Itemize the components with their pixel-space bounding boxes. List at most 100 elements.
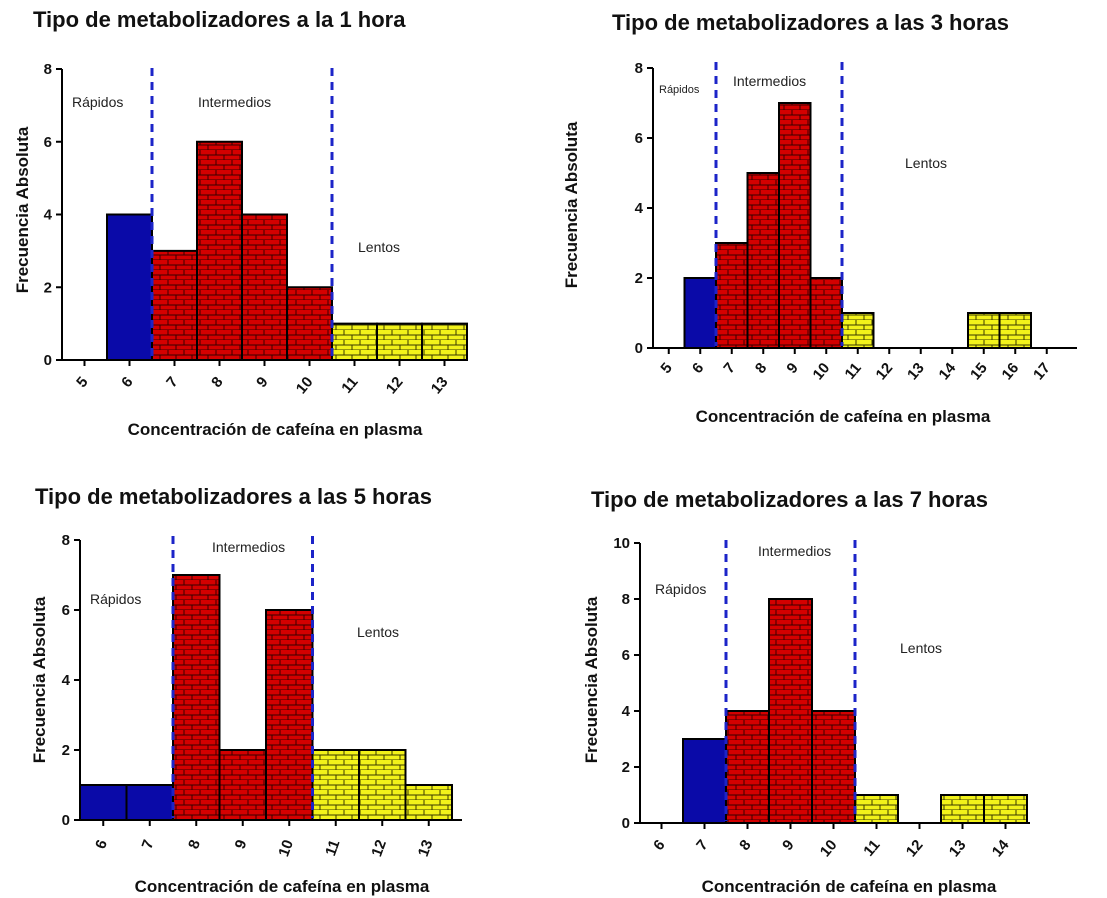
x-tick-label: 17 <box>1030 360 1054 384</box>
bar-6 <box>683 277 717 349</box>
x-tick-label: 12 <box>368 838 390 859</box>
x-tick-label: 15 <box>967 360 991 384</box>
x-tick-label: 6 <box>689 360 707 377</box>
x-tick-label: 10 <box>275 838 297 859</box>
x-tick-label: 10 <box>293 374 317 398</box>
x-axis-label: Concentración de cafeína en plasma <box>702 877 997 896</box>
chart-1-hora: Tipo de metabolizadores a la 1 hora Frec… <box>13 7 468 439</box>
x-axis-label: Concentración de cafeína en plasma <box>135 877 430 896</box>
y-tick-label: 4 <box>635 200 644 217</box>
bar-8 <box>172 574 221 821</box>
x-tick-label: 6 <box>92 838 111 852</box>
x-tick-label: 11 <box>322 838 343 859</box>
y-axis-label: Frecuencia Absoluta <box>562 121 581 288</box>
y-tick-label: 8 <box>44 61 52 78</box>
x-tick-label: 8 <box>208 374 226 391</box>
bar-12 <box>376 322 423 361</box>
x-tick-label: 13 <box>946 837 970 861</box>
bar-9 <box>778 102 812 349</box>
x-tick-label: 8 <box>185 838 204 852</box>
bar-13 <box>404 784 453 821</box>
x-axis-label: Concentración de cafeína en plasma <box>696 407 991 426</box>
x-tick-label: 12 <box>383 374 407 398</box>
x-tick-label: 6 <box>650 837 668 854</box>
bar-16 <box>998 312 1032 349</box>
y-tick-label: 4 <box>62 672 71 689</box>
x-tick-label: 7 <box>693 837 711 854</box>
x-axis-label: Concentración de cafeína en plasma <box>128 420 423 439</box>
bar-8 <box>196 140 243 361</box>
x-tick-label: 14 <box>989 836 1013 860</box>
y-tick-label: 2 <box>62 742 70 759</box>
region-label-rapidos: Rápidos <box>659 84 700 96</box>
y-tick-label: 8 <box>62 532 70 549</box>
x-tick-label: 5 <box>657 360 675 377</box>
y-tick-label: 6 <box>44 134 52 151</box>
x-tick-label: 12 <box>873 360 897 384</box>
y-tick-label: 8 <box>622 591 630 608</box>
x-tick-label: 9 <box>779 837 797 854</box>
y-tick-label: 2 <box>635 270 643 287</box>
y-tick-label: 0 <box>635 340 643 357</box>
chart-3-horas: Tipo de metabolizadores a las 3 horas Fr… <box>562 10 1077 426</box>
x-tick-label: 8 <box>736 837 754 854</box>
region-label-intermedios: Intermedios <box>733 73 806 89</box>
region-label-intermedios: Intermedios <box>758 543 831 559</box>
y-tick-label: 0 <box>622 815 630 832</box>
y-tick-label: 4 <box>622 703 631 720</box>
bar-11 <box>854 794 899 824</box>
bar-8 <box>746 172 780 349</box>
bar-9 <box>218 749 267 821</box>
y-tick-label: 0 <box>44 352 52 369</box>
y-axis-label: Frecuencia Absoluta <box>30 596 49 763</box>
y-tick-label: 4 <box>44 207 53 224</box>
region-label-lentos: Lentos <box>905 155 947 171</box>
x-tick-label: 9 <box>783 360 801 377</box>
x-tick-label: 13 <box>904 360 928 384</box>
x-tick-label: 16 <box>999 360 1023 384</box>
bar-12 <box>358 749 407 821</box>
bar-6 <box>106 213 153 361</box>
bar-10 <box>286 286 333 361</box>
y-tick-label: 8 <box>635 60 643 77</box>
y-tick-label: 6 <box>635 130 643 147</box>
bar-6 <box>79 784 128 821</box>
bar-10 <box>811 710 856 824</box>
chart-title: Tipo de metabolizadores a las 7 horas <box>591 487 988 512</box>
y-tick-label: 10 <box>613 535 630 552</box>
x-tick-label: 9 <box>253 374 271 391</box>
region-label-rapidos: Rápidos <box>655 581 706 597</box>
bar-7 <box>715 242 749 349</box>
x-tick-label: 6 <box>118 374 136 391</box>
region-label-lentos: Lentos <box>358 239 400 255</box>
bar-14 <box>983 794 1028 824</box>
bar-11 <box>841 312 875 349</box>
x-tick-label: 9 <box>232 838 251 852</box>
x-tick-label: 11 <box>338 374 361 397</box>
x-tick-label: 10 <box>810 360 834 384</box>
x-tick-label: 11 <box>842 360 865 383</box>
x-tick-label: 11 <box>860 837 883 860</box>
y-tick-label: 6 <box>62 602 70 619</box>
chart-5-horas: Tipo de metabolizadores a las 5 horas Fr… <box>30 484 462 896</box>
x-tick-label: 13 <box>428 374 452 398</box>
bar-7 <box>151 249 198 361</box>
bar-13 <box>940 794 985 824</box>
y-tick-label: 2 <box>44 279 52 296</box>
x-tick-label: 5 <box>73 374 91 391</box>
bar-11 <box>311 749 360 821</box>
bar-8 <box>725 710 770 824</box>
y-axis-label: Frecuencia Absoluta <box>13 126 32 293</box>
region-label-lentos: Lentos <box>900 640 942 656</box>
bar-7 <box>682 738 727 824</box>
region-label-rapidos: Rápidos <box>72 94 123 110</box>
y-tick-label: 2 <box>622 759 630 776</box>
chart-title: Tipo de metabolizadores a las 5 horas <box>35 484 432 509</box>
bar-11 <box>331 322 378 361</box>
bar-15 <box>967 312 1001 349</box>
x-tick-label: 14 <box>936 359 960 383</box>
bar-7 <box>125 784 174 821</box>
chart-7-horas: Tipo de metabolizadores a las 7 horas Fr… <box>582 487 1030 896</box>
region-label-lentos: Lentos <box>357 624 399 640</box>
y-tick-label: 6 <box>622 647 630 664</box>
